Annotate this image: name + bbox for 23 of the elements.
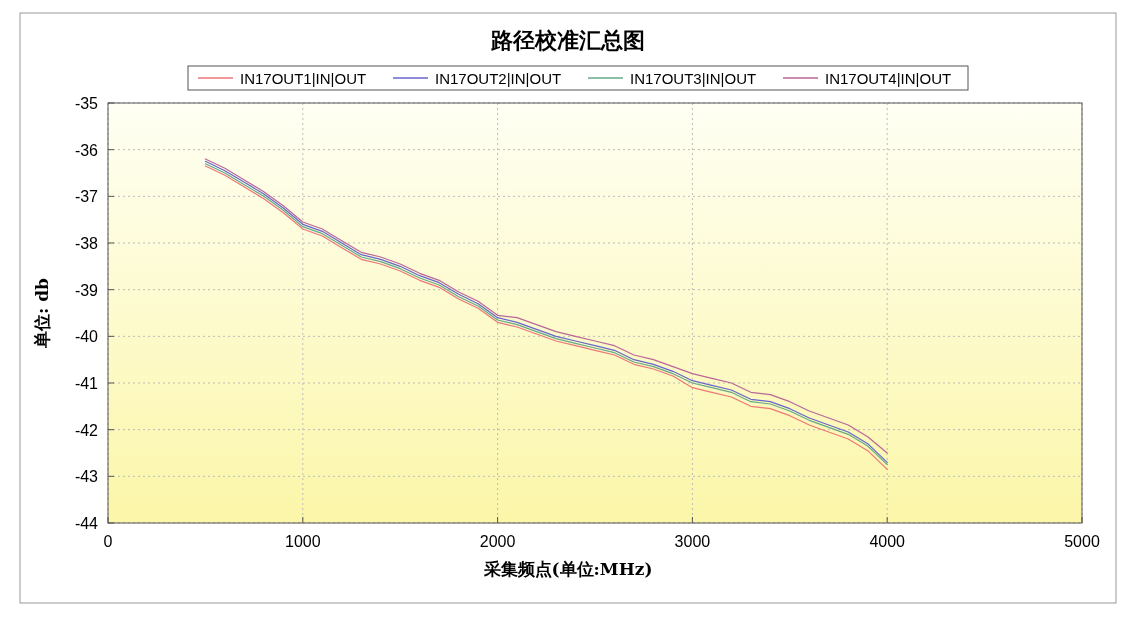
y-axis-title: 单位: db	[32, 277, 52, 349]
y-tick-label: -37	[74, 188, 99, 206]
x-axis-title: 采集频点(单位:MHz)	[482, 559, 653, 579]
x-tick-label: 5000	[1064, 533, 1100, 550]
y-tick-label: -44	[74, 515, 99, 532]
y-tick-label: -41	[74, 375, 99, 392]
legend-label: IN17OUT1|IN|OUT	[240, 70, 367, 87]
y-tick-label: -40	[74, 328, 99, 346]
y-tick-label: -35	[74, 95, 99, 112]
y-tick-label: -43	[74, 468, 99, 486]
x-tick-label: 1000	[285, 533, 321, 550]
legend-label: IN17OUT4|IN|OUT	[825, 70, 952, 87]
y-tick-label: -42	[74, 421, 99, 439]
chart-title: 路径校准汇总图	[490, 27, 645, 53]
legend-label: IN17OUT3|IN|OUT	[630, 70, 757, 87]
y-tick-label: -39	[74, 281, 99, 299]
x-tick-label: 0	[103, 533, 113, 550]
x-tick-label: 4000	[869, 533, 906, 550]
x-tick-label: 2000	[479, 533, 516, 550]
x-tick-label: 3000	[674, 533, 711, 550]
y-tick-label: -38	[74, 235, 99, 252]
legend-label: IN17OUT2|IN|OUT	[435, 70, 562, 87]
y-tick-label: -36	[74, 141, 99, 159]
